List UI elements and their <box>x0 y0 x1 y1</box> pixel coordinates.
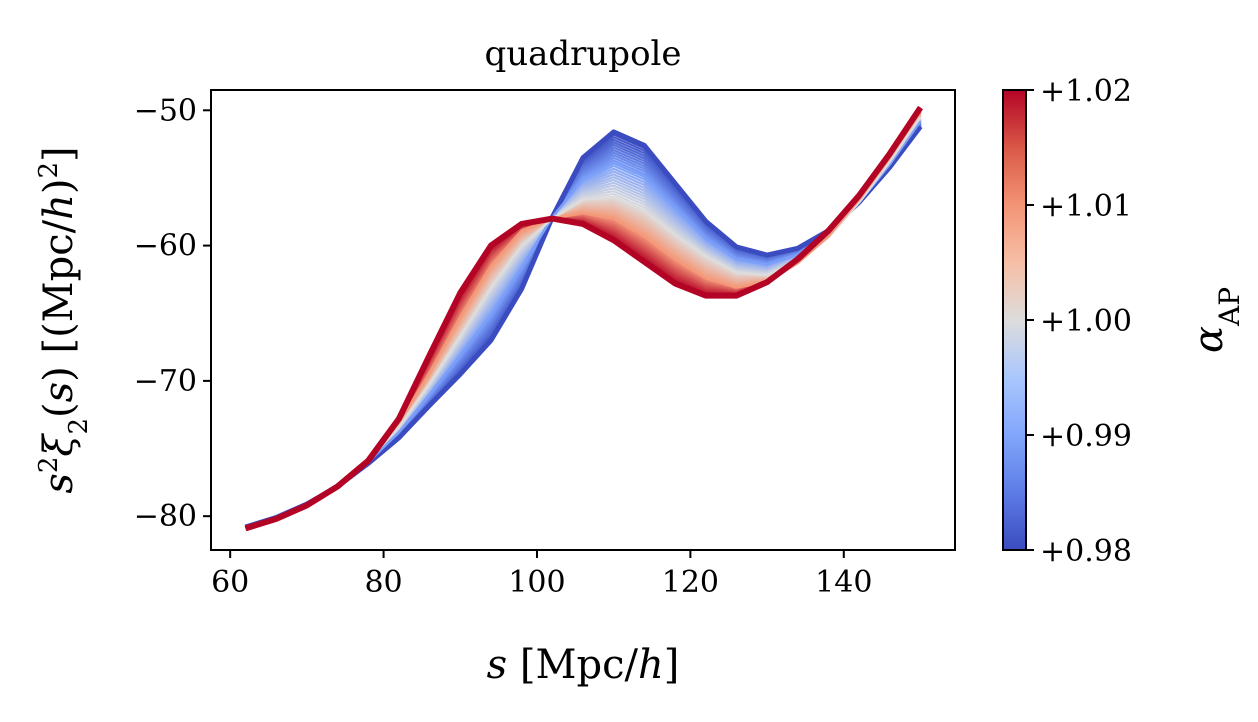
x-tick-label: 120 <box>662 565 719 600</box>
series-lines <box>244 105 923 532</box>
chart-title: quadrupole <box>484 34 681 74</box>
colorbar-tick-label: +0.99 <box>1040 419 1132 454</box>
plot-frame <box>210 89 956 551</box>
y-tick-label: −80 <box>134 499 197 534</box>
x-tick-label: 100 <box>508 565 565 600</box>
svg-text:s [Mpc/h]: s [Mpc/h] <box>487 642 680 688</box>
x-tick-label: 140 <box>815 565 872 600</box>
y-tick-label: −60 <box>134 229 197 264</box>
colorbar-tick-label: +1.00 <box>1040 304 1132 339</box>
colorbar-label: αAP <box>1186 287 1246 353</box>
x-axis-label: s [Mpc/h] <box>487 642 680 688</box>
y-axis: −50 −60 −70 −80 <box>134 93 211 534</box>
colorbar-tick-label: +1.01 <box>1040 189 1132 224</box>
x-tick-label: 80 <box>364 565 402 600</box>
colorbar-ticks: +0.98 +0.99 +1.00 +1.01 +1.02 <box>1026 74 1132 569</box>
y-tick-label: −50 <box>134 93 197 128</box>
colorbar-tick-label: +1.02 <box>1040 74 1132 109</box>
y-tick-label: −70 <box>134 364 197 399</box>
x-axis: 60 80 100 120 140 <box>211 550 872 600</box>
y-axis-label: s2ξ2(s) [(Mpc/h)2] <box>34 146 94 493</box>
svg-text:αAP: αAP <box>1186 287 1246 353</box>
colorbar-tick-label: +0.98 <box>1040 534 1132 569</box>
colorbar <box>1002 89 1027 551</box>
x-tick-label: 60 <box>211 565 249 600</box>
series-line-highlight <box>244 105 923 532</box>
svg-text:s2ξ2(s) [(Mpc/h)2]: s2ξ2(s) [(Mpc/h)2] <box>34 146 94 493</box>
